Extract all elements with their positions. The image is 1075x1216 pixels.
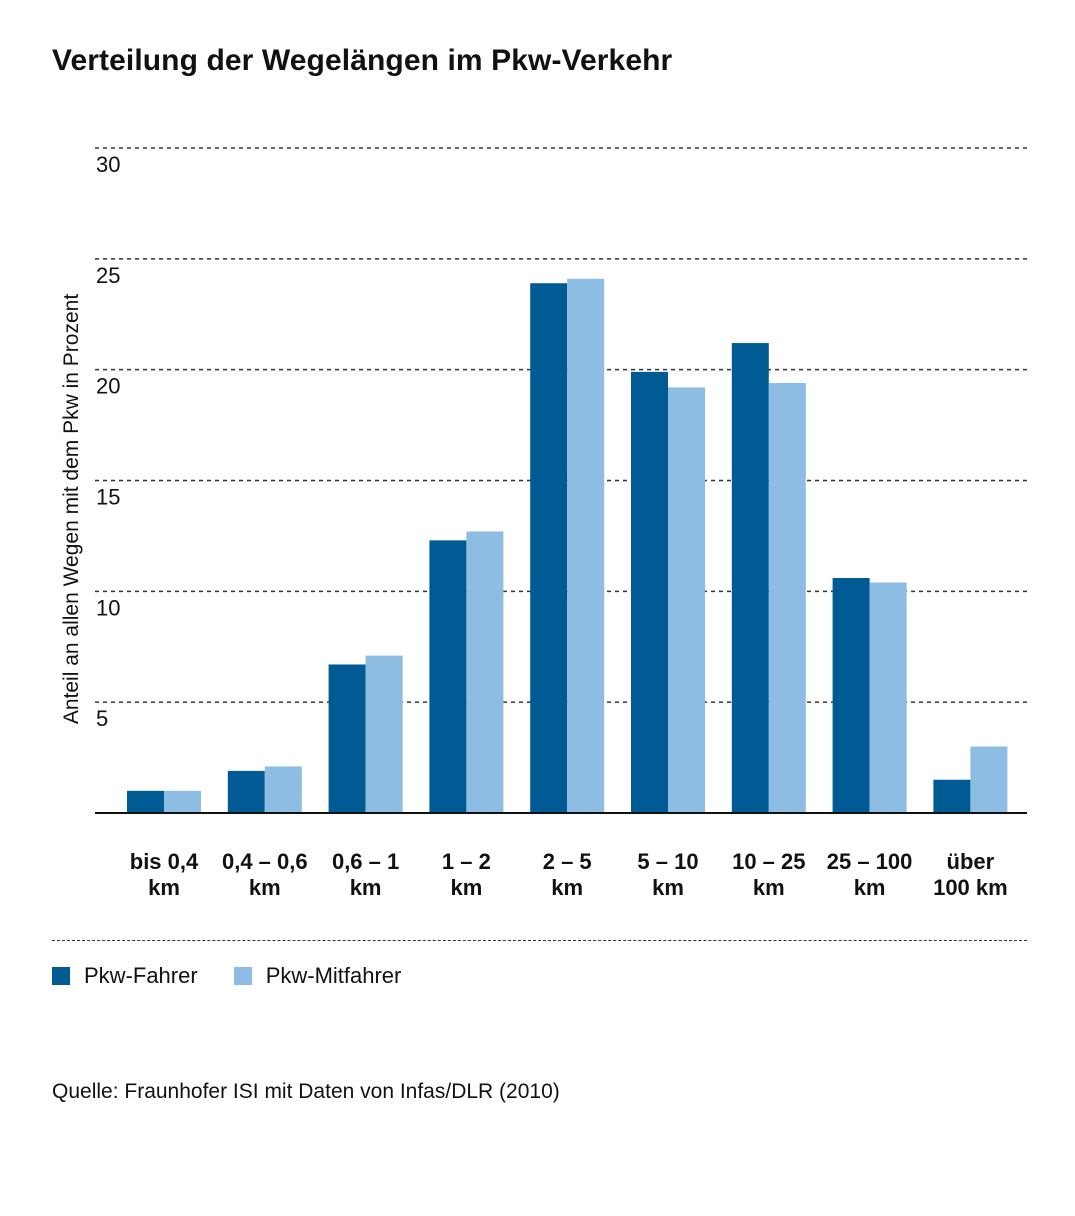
category-label-7-line-0: 25 – 100 — [827, 849, 913, 874]
category-label-0-line-1: km — [148, 875, 180, 900]
legend-label-mitfahrer: Pkw-Mitfahrer — [265, 963, 402, 988]
category-label-1-line-0: 0,4 – 0,6 — [222, 849, 308, 874]
bar-mitfahrer-6 — [768, 382, 806, 813]
bar-mitfahrer-2 — [365, 655, 403, 813]
y-axis-label: Anteil an allen Wegen mit dem Pkw in Pro… — [60, 294, 83, 724]
bar-fahrer-7 — [832, 578, 870, 813]
bar-fahrer-1 — [227, 770, 265, 813]
bar-mitfahrer-7 — [869, 582, 907, 813]
legend: Pkw-Fahrer Pkw-Mitfahrer — [52, 963, 401, 989]
category-label-2-line-1: km — [350, 875, 382, 900]
bar-mitfahrer-0 — [164, 790, 201, 813]
category-label-6-line-0: 10 – 25 — [732, 849, 805, 874]
category-label-4-line-1: km — [551, 875, 583, 900]
bars — [127, 278, 1008, 813]
legend-item-fahrer: Pkw-Fahrer — [52, 963, 198, 989]
category-label-6-line-1: km — [753, 875, 785, 900]
category-label-3-line-1: km — [451, 875, 483, 900]
legend-label-fahrer: Pkw-Fahrer — [84, 963, 198, 988]
category-label-8-line-0: über — [947, 849, 995, 874]
legend-separator — [52, 940, 1027, 941]
bar-fahrer-0 — [127, 790, 164, 813]
y-tick-label-20: 20 — [96, 374, 120, 399]
bar-fahrer-5 — [631, 371, 668, 813]
y-tick-label-15: 15 — [96, 485, 120, 510]
category-label-4-line-0: 2 – 5 — [543, 849, 592, 874]
bar-mitfahrer-1 — [264, 766, 302, 813]
y-tick-label-25: 25 — [96, 263, 120, 288]
bar-mitfahrer-8 — [970, 746, 1008, 813]
legend-swatch-mitfahrer — [233, 967, 252, 985]
legend-item-mitfahrer: Pkw-Mitfahrer — [233, 963, 402, 989]
y-tick-labels: 5 10 15 20 25 30 — [96, 152, 120, 731]
category-label-1-line-1: km — [249, 875, 281, 900]
y-tick-label-5: 5 — [96, 706, 108, 731]
bar-mitfahrer-3 — [466, 531, 504, 813]
category-label-5-line-1: km — [652, 875, 684, 900]
bar-fahrer-3 — [429, 540, 467, 813]
category-label-2-line-0: 0,6 – 1 — [332, 849, 399, 874]
bar-mitfahrer-5 — [668, 387, 705, 813]
category-label-8-line-1: 100 km — [933, 875, 1008, 900]
y-tick-label-30: 30 — [96, 152, 120, 177]
y-tick-label-10: 10 — [96, 595, 120, 620]
legend-swatch-fahrer — [52, 967, 70, 985]
category-label-5-line-0: 5 – 10 — [637, 849, 698, 874]
chart-title: Verteilung der Wegelängen im Pkw-Verkehr — [52, 44, 673, 77]
source-note: Quelle: Fraunhofer ISI mit Daten von Inf… — [52, 1080, 560, 1103]
category-label-0-line-0: bis 0,4 — [130, 849, 199, 874]
bar-fahrer-8 — [933, 779, 971, 813]
category-label-3-line-0: 1 – 2 — [442, 849, 491, 874]
bar-mitfahrer-4 — [567, 278, 605, 813]
bar-fahrer-2 — [328, 664, 366, 813]
category-label-7-line-1: km — [854, 875, 886, 900]
bar-fahrer-4 — [530, 283, 568, 813]
bar-fahrer-6 — [731, 343, 769, 813]
